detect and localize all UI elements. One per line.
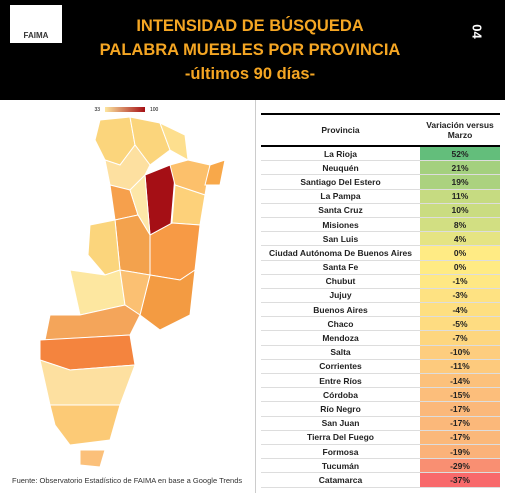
change: -7% — [420, 330, 500, 346]
table-row: San Juan -17% — [261, 416, 500, 431]
province: La Rioja — [261, 146, 420, 162]
table-row: Río Negro -17% — [261, 401, 500, 417]
table-row: Entre Ríos -14% — [261, 373, 500, 389]
legend-min: 33 — [94, 107, 100, 113]
province: Mendoza — [261, 330, 420, 346]
change: -4% — [420, 302, 500, 318]
change: 0% — [420, 245, 500, 261]
province: Formosa — [261, 444, 420, 460]
change: 4% — [420, 231, 500, 247]
change: -29% — [420, 458, 500, 474]
province: Jujuy — [261, 288, 420, 304]
change: -10% — [420, 345, 500, 360]
header: FAIMA INTENSIDAD DE BÚSQUEDA PALABRA MUE… — [0, 0, 505, 100]
province: Misiones — [261, 217, 420, 233]
title-line: INTENSIDAD DE BÚSQUEDA — [136, 17, 364, 35]
table-row: Santiago Del Estero 19% — [261, 174, 500, 190]
province: Ciudad Autónoma De Buenos Aires — [261, 245, 420, 261]
change: 8% — [420, 217, 500, 233]
source: Fuente: Observatorio Estadístico de FAIM… — [12, 476, 243, 485]
province: Buenos Aires — [261, 302, 420, 318]
province: Chaco — [261, 316, 420, 332]
page-number: 04 — [469, 24, 485, 39]
table-row: Córdoba -15% — [261, 387, 500, 403]
table-row: Catamarca -37% — [261, 472, 500, 488]
table-row: Mendoza -7% — [261, 330, 500, 346]
change: -17% — [420, 401, 500, 417]
table-row: Chubut -1% — [261, 274, 500, 289]
column-header: Provincia — [261, 113, 420, 147]
province: San Juan — [261, 416, 420, 431]
table-row: Misiones 8% — [261, 217, 500, 233]
change: 0% — [420, 260, 500, 275]
table-row: Formosa -19% — [261, 444, 500, 460]
province: Santa Fe — [261, 260, 420, 275]
province: Corrientes — [261, 359, 420, 375]
table-row: La Pampa 11% — [261, 189, 500, 204]
change: -17% — [420, 430, 500, 445]
table-row: Tucumán -29% — [261, 458, 500, 474]
change: -14% — [420, 373, 500, 389]
change: 52% — [420, 146, 500, 162]
province: Santa Cruz — [261, 203, 420, 218]
table-row: Ciudad Autónoma De Buenos Aires 0% — [261, 245, 500, 261]
logo: FAIMA — [10, 5, 62, 43]
change: -3% — [420, 288, 500, 304]
province: Córdoba — [261, 387, 420, 403]
province: Catamarca — [261, 472, 420, 488]
table-row: Tierra Del Fuego -17% — [261, 430, 500, 445]
change: -5% — [420, 316, 500, 332]
table-row: La Rioja 52% — [261, 146, 500, 162]
province: Salta — [261, 345, 420, 360]
table-row: Salta -10% — [261, 345, 500, 360]
title-line: PALABRA MUEBLES POR PROVINCIA — [99, 41, 401, 59]
table-row: Corrientes -11% — [261, 359, 500, 375]
change: 11% — [420, 189, 500, 204]
divider — [255, 100, 256, 493]
change: -15% — [420, 387, 500, 403]
map: 33 100 — [39, 107, 226, 468]
legend-bar — [105, 107, 145, 112]
change: -11% — [420, 359, 500, 375]
province: Entre Ríos — [261, 373, 420, 389]
province: San Luis — [261, 231, 420, 247]
table-row: San Luis 4% — [261, 231, 500, 247]
table-row: Jujuy -3% — [261, 288, 500, 304]
column-header: Variación versus Marzo — [420, 113, 500, 147]
change: 21% — [420, 160, 500, 176]
table-row: Chaco -5% — [261, 316, 500, 332]
province: Tucumán — [261, 458, 420, 474]
title: INTENSIDAD DE BÚSQUEDA PALABRA MUEBLES P… — [60, 14, 440, 86]
province: La Pampa — [261, 189, 420, 204]
table: Provincia Variación versus Marzo La Rioj… — [261, 113, 500, 488]
change: -1% — [420, 274, 500, 289]
change: 10% — [420, 203, 500, 218]
change: -19% — [420, 444, 500, 460]
change: -17% — [420, 416, 500, 431]
province: Tierra Del Fuego — [261, 430, 420, 445]
province: Neuquén — [261, 160, 420, 176]
title-line: -últimos 90 días- — [184, 65, 316, 83]
table-row: Buenos Aires -4% — [261, 302, 500, 318]
change: -37% — [420, 472, 500, 488]
table-row: Neuquén 21% — [261, 160, 500, 176]
province: Chubut — [261, 274, 420, 289]
province: Río Negro — [261, 401, 420, 417]
change: 19% — [420, 174, 500, 190]
legend-max: 100 — [150, 107, 159, 113]
content: 33 100 Provincia Variación versus Marzo … — [0, 100, 505, 493]
table-row: Santa Cruz 10% — [261, 203, 500, 218]
table-row: Santa Fe 0% — [261, 260, 500, 275]
province: Santiago Del Estero — [261, 174, 420, 190]
table-body: La Rioja 52% Neuquén 21% Santiago Del Estero… — [261, 146, 500, 488]
